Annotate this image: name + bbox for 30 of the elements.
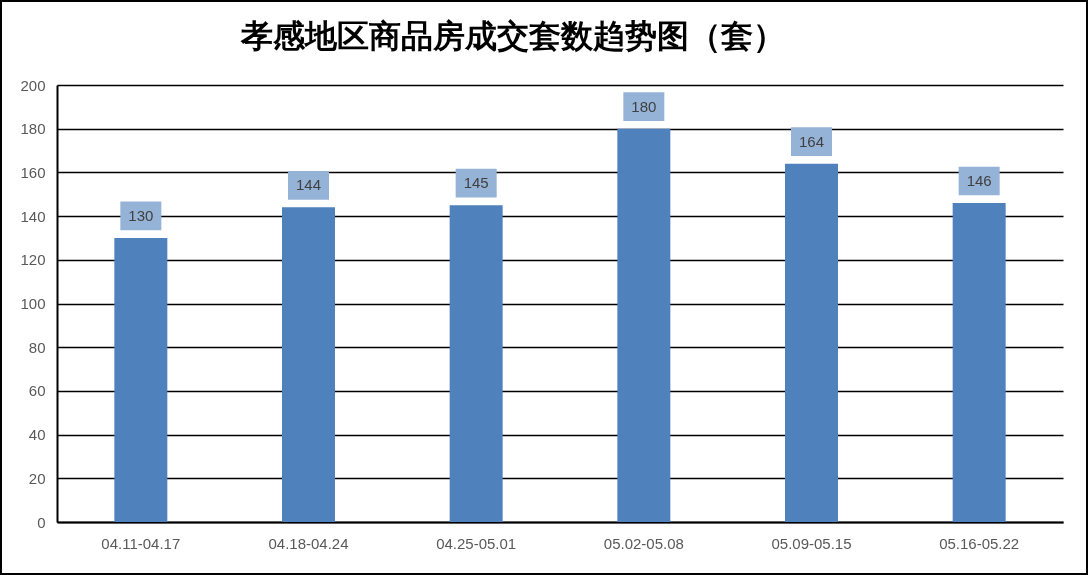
bar	[617, 128, 671, 522]
x-tick-label: 04.11-04.17	[101, 534, 181, 552]
x-tick-label: 05.09-05.15	[771, 534, 852, 552]
y-tick-label: 120	[20, 251, 46, 269]
bar	[114, 237, 168, 522]
y-tick-label: 100	[20, 295, 46, 312]
data-label: 130	[128, 206, 154, 224]
y-tick-label: 200	[20, 76, 46, 94]
bar	[952, 202, 1006, 522]
bar	[449, 205, 503, 522]
data-label: 145	[463, 174, 489, 192]
bar	[785, 163, 838, 522]
y-tick-label: 20	[28, 469, 46, 487]
y-tick-label: 60	[28, 382, 46, 400]
y-tick-label: 80	[28, 338, 46, 356]
y-tick-label: 40	[28, 426, 46, 444]
x-tick-label: 04.18-04.24	[268, 534, 349, 552]
x-tick-label: 04.25-05.01	[436, 534, 517, 552]
y-tick-label: 160	[20, 163, 46, 181]
x-tick-label: 05.16-05.22	[939, 534, 1020, 552]
data-label: 146	[966, 171, 992, 189]
bar	[282, 207, 335, 522]
data-label: 180	[631, 97, 657, 115]
x-tick-label: 05.02-05.08	[603, 534, 684, 552]
data-label: 164	[798, 132, 825, 150]
y-tick-label: 180	[20, 120, 46, 138]
data-label: 144	[295, 176, 322, 194]
y-tick-label: 140	[20, 207, 46, 225]
y-tick-label: 0	[37, 513, 46, 531]
chart-title: 孝感地区商品房成交套数趋势图（套）	[240, 18, 785, 54]
